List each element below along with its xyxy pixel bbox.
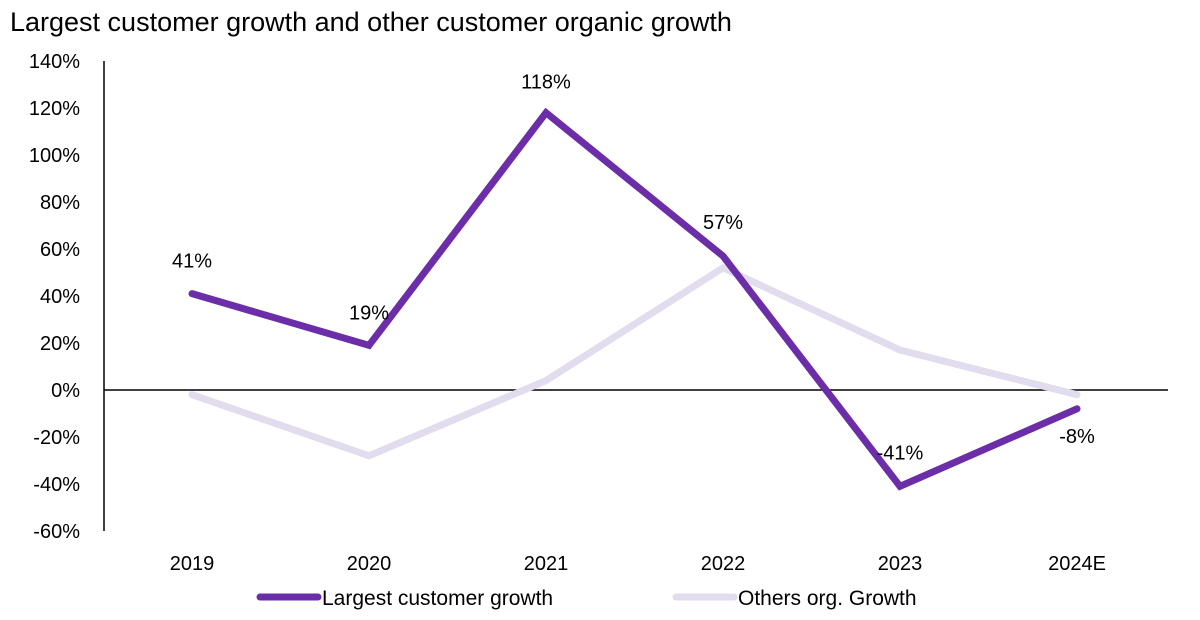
y-tick-label: 120% bbox=[29, 98, 80, 120]
y-tick-label: 0% bbox=[51, 380, 80, 402]
series-lines bbox=[188, 107, 1081, 491]
y-tick-label: -60% bbox=[33, 521, 80, 543]
y-tick-label: -20% bbox=[33, 427, 80, 449]
x-tick-label: 2024E bbox=[1048, 553, 1106, 575]
y-tick-label: 100% bbox=[29, 145, 80, 167]
y-tick-label: 40% bbox=[40, 286, 80, 308]
data-label: 57% bbox=[703, 212, 743, 234]
data-label: 118% bbox=[521, 72, 571, 94]
data-label: -41% bbox=[877, 442, 924, 464]
data-label: -8% bbox=[1059, 426, 1095, 448]
series-others-line bbox=[188, 263, 1081, 460]
chart-title: Largest customer growth and other custom… bbox=[10, 7, 732, 37]
x-tick-label: 2022 bbox=[701, 553, 746, 575]
y-tick-label: 80% bbox=[40, 192, 80, 214]
x-axis: 2019 2020 2021 2022 2023 2024E bbox=[104, 389, 1168, 575]
legend: Largest customer growth Others org. Growt… bbox=[256, 587, 917, 610]
x-tick-label: 2020 bbox=[347, 553, 392, 575]
y-tick-label: 20% bbox=[40, 333, 80, 355]
y-tick-label: -40% bbox=[33, 474, 80, 496]
legend-label: Others org. Growth bbox=[738, 587, 917, 610]
y-axis: -60% -40% -20% 0% 20% 40% 60% 80% 100% 120% 140% bbox=[29, 51, 105, 543]
x-tick-label: 2023 bbox=[878, 553, 923, 575]
data-labels: 41% 19% 118% 57% -41% -8% bbox=[172, 72, 1095, 465]
legend-label: Largest customer growth bbox=[322, 587, 553, 610]
data-label: 19% bbox=[349, 302, 389, 324]
y-tick-label: 60% bbox=[40, 239, 80, 261]
y-tick-label: 140% bbox=[29, 51, 80, 73]
x-tick-label: 2021 bbox=[524, 553, 569, 575]
series-largest-customer-line bbox=[188, 107, 1081, 491]
data-label: 41% bbox=[172, 251, 212, 273]
x-tick-label: 2019 bbox=[170, 553, 215, 575]
